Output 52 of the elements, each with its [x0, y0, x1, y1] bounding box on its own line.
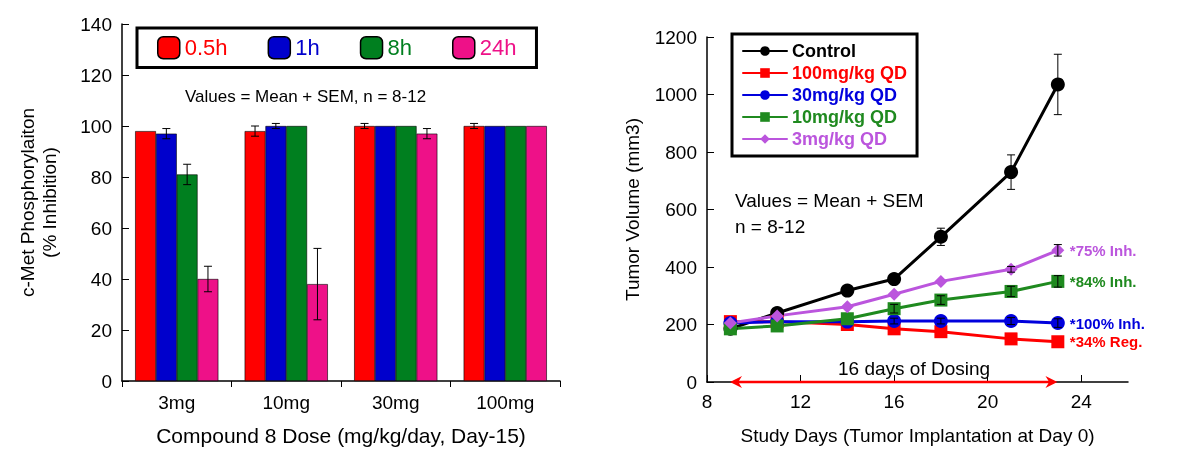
legend-label: 3mg/kg QD — [792, 129, 888, 149]
legend-label: 0.5h — [184, 35, 228, 61]
y-tick-label: 1000 — [654, 84, 697, 105]
legend-label: 8h — [387, 35, 413, 61]
y-tick-label: 140 — [80, 13, 112, 35]
x-tick-label: 10mg — [262, 392, 311, 413]
legend-label: 10mg/kg QD — [792, 107, 898, 127]
legend-label: Control — [792, 41, 856, 61]
x-tick-label: 30mg — [371, 392, 420, 413]
point — [840, 300, 854, 314]
point — [840, 283, 855, 298]
x-tick-label: 12 — [789, 391, 812, 412]
point — [1050, 77, 1065, 92]
x-tick-label: 16 — [883, 391, 905, 412]
y-axis-title: Tumor Volume (mm3) — [622, 118, 644, 301]
point — [887, 287, 901, 301]
x-tick-label: 100mg — [476, 392, 535, 413]
x-tick-label: 8 — [701, 391, 713, 412]
annotation: 16 days of Dosing — [838, 357, 991, 379]
x-tick-label: 3mg — [158, 392, 196, 413]
annotation: Values = Mean + SEM n = 8-12 — [735, 189, 924, 237]
legend-label: 1h — [295, 35, 320, 61]
y-tick-label: 0 — [101, 370, 112, 392]
legend-label: 30mg/kg QD — [792, 85, 898, 105]
annotation: *100% Inh. — [1069, 314, 1145, 332]
annotation: Values = Mean + SEM, n = 8-12 — [185, 86, 427, 106]
x-axis-title: Study Days (Tumor Implantation at Day 0) — [740, 424, 1095, 446]
y-axis-title: c-Met Phosphorylaiton (% Inhibition) — [16, 107, 60, 298]
y-tick-label: 40 — [90, 268, 112, 290]
legend-label: 100mg/kg QD — [792, 63, 908, 83]
y-tick-label: 800 — [665, 141, 697, 163]
y-tick-label: 80 — [90, 166, 112, 188]
y-tick-label: 20 — [90, 319, 112, 341]
point — [1004, 332, 1018, 346]
annotation: *84% Inh. — [1069, 272, 1137, 290]
y-tick-label: 0 — [686, 371, 697, 393]
x-tick-label: 24 — [1070, 391, 1093, 412]
point — [770, 319, 784, 333]
annotation: *75% Inh. — [1069, 241, 1137, 259]
y-tick-label: 400 — [665, 256, 697, 278]
legend-label: 24h — [479, 35, 517, 61]
y-tick-label: 200 — [665, 314, 697, 335]
y-tick-label: 60 — [90, 217, 112, 239]
point — [934, 274, 948, 288]
y-tick-label: 100 — [80, 115, 112, 137]
x-tick-label: 20 — [977, 391, 999, 412]
y-tick-label: 600 — [665, 199, 697, 220]
point — [1051, 335, 1065, 349]
y-tick-label: 1200 — [654, 26, 697, 48]
annotation: *34% Reg. — [1069, 333, 1143, 351]
y-tick-label: 120 — [80, 64, 112, 86]
x-axis-title: Compound 8 Dose (mg/kg/day, Day-15) — [156, 424, 526, 447]
